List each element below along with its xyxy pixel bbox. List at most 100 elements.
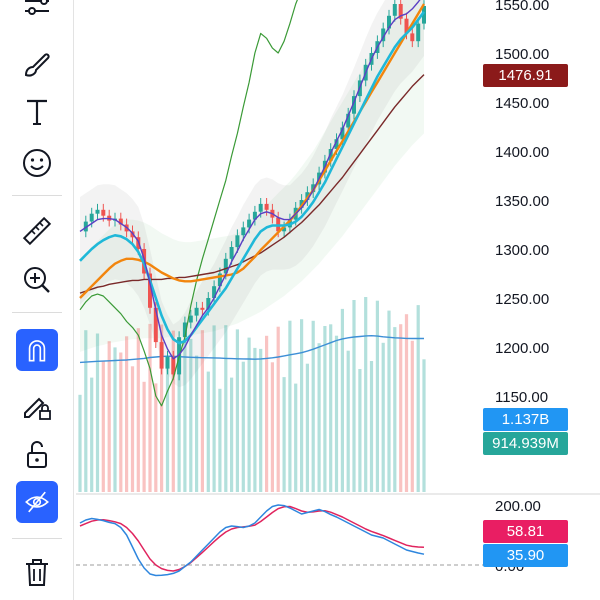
volume-bar xyxy=(107,341,111,492)
volume-bar xyxy=(352,300,356,492)
candle-body xyxy=(282,227,287,232)
magnet-tool[interactable] xyxy=(16,329,58,371)
last-price-badge: 1476.91 xyxy=(483,64,568,87)
volume-bar xyxy=(224,325,228,492)
candle-body xyxy=(229,247,234,259)
candle-body xyxy=(258,203,263,212)
volume-bar xyxy=(387,310,391,492)
volume-bar xyxy=(422,359,426,492)
volume-bar xyxy=(265,335,269,492)
moving-average-lines xyxy=(79,0,426,407)
candle-body xyxy=(159,342,164,369)
volume-bar xyxy=(294,383,298,492)
volume-bar xyxy=(270,362,274,492)
volume-bar xyxy=(84,330,88,492)
volume-bar xyxy=(381,342,385,492)
unlock-tool[interactable] xyxy=(14,434,60,474)
volume-bar xyxy=(288,320,292,492)
candle-body xyxy=(392,4,397,16)
volume-bar xyxy=(416,305,420,492)
trash-tool-icon xyxy=(26,559,48,586)
trash-tool[interactable] xyxy=(14,552,60,592)
emoji-tool[interactable] xyxy=(14,143,60,183)
candle-body xyxy=(153,307,158,343)
toolbar-separator xyxy=(12,312,62,313)
drawing-toolbar xyxy=(0,0,74,600)
volume-bar xyxy=(276,326,280,492)
price-tick: 1450.00 xyxy=(495,95,549,112)
candle-body xyxy=(416,23,421,42)
volume-bar xyxy=(235,329,239,492)
candle-body xyxy=(83,221,88,232)
candle-body xyxy=(223,258,228,274)
volume-bar xyxy=(165,365,170,492)
candle-body xyxy=(346,113,351,128)
candle-body xyxy=(171,356,176,375)
stochastic-pane xyxy=(76,504,490,577)
price-tick: 1200.00 xyxy=(495,340,549,357)
volume-bar xyxy=(218,388,222,492)
candle-body xyxy=(247,219,252,228)
candle-body xyxy=(387,15,391,29)
brush-tool[interactable] xyxy=(14,44,60,84)
candle-body xyxy=(352,96,356,114)
lock-drawings-tool[interactable] xyxy=(14,385,60,425)
brush-tool-icon xyxy=(24,53,50,77)
volume-bar xyxy=(393,327,397,492)
trend-line-tool[interactable] xyxy=(14,0,60,30)
candle-body xyxy=(381,28,386,42)
volume-bar xyxy=(206,371,210,492)
zoom-in-tool[interactable] xyxy=(14,260,60,300)
volume-bar xyxy=(317,343,321,492)
candle-body xyxy=(206,298,211,310)
candle-body xyxy=(101,209,106,216)
volume-bar xyxy=(364,297,368,492)
sma-mid-line xyxy=(79,11,426,345)
candle-body xyxy=(182,322,187,338)
candle-body xyxy=(200,307,205,310)
candle-body xyxy=(334,139,339,149)
volume-bar xyxy=(230,377,234,492)
price-tick: 1500.00 xyxy=(495,46,549,63)
volume-badge: 1.137B xyxy=(483,408,568,431)
price-axis[interactable]: 1550.00 1500.00 1450.00 1400.00 1350.00 … xyxy=(495,0,549,406)
volume-bar xyxy=(130,366,135,492)
stoch-k-line xyxy=(79,504,425,577)
ruler-tool[interactable] xyxy=(14,211,60,251)
hide-drawings-tool[interactable] xyxy=(16,481,58,523)
candle-body xyxy=(165,356,170,369)
volume-bar xyxy=(78,394,82,492)
eye-crossed-icon xyxy=(25,491,49,513)
volume-bar xyxy=(369,361,374,492)
price-tick: 1300.00 xyxy=(495,242,549,259)
volume-bar xyxy=(195,355,199,492)
volume-bar xyxy=(311,320,315,492)
unlock-tool-icon xyxy=(27,441,47,468)
candle-body xyxy=(194,307,199,316)
candle-body xyxy=(410,33,415,42)
trend-line-tool-icon xyxy=(25,0,49,15)
volume-bar xyxy=(113,347,117,492)
price-tick: 1400.00 xyxy=(495,144,549,161)
volume-bar xyxy=(259,348,263,492)
text-tool[interactable] xyxy=(14,92,60,132)
volume-bar xyxy=(90,377,94,492)
stoch-k-badge: 35.90 xyxy=(483,544,568,567)
sma-fast-line xyxy=(79,0,421,360)
volume-bar xyxy=(125,336,129,492)
volume-ma-badge: 914.939M xyxy=(483,432,568,455)
volume-bar xyxy=(142,381,146,492)
volume-bar xyxy=(183,341,187,492)
volume-bar xyxy=(334,335,339,492)
candle-body xyxy=(217,273,222,287)
volume-bar xyxy=(95,333,100,492)
envelope-line xyxy=(79,0,298,407)
candle-body xyxy=(95,209,100,214)
cloud-area xyxy=(80,0,424,352)
volume-bar xyxy=(323,326,327,492)
price-chart[interactable]: 1550.00 1500.00 1450.00 1400.00 1350.00 … xyxy=(76,0,600,600)
volume-bar xyxy=(300,319,304,492)
volume-bar xyxy=(358,369,362,492)
volume-bar xyxy=(305,363,309,492)
candle-body xyxy=(422,6,426,24)
